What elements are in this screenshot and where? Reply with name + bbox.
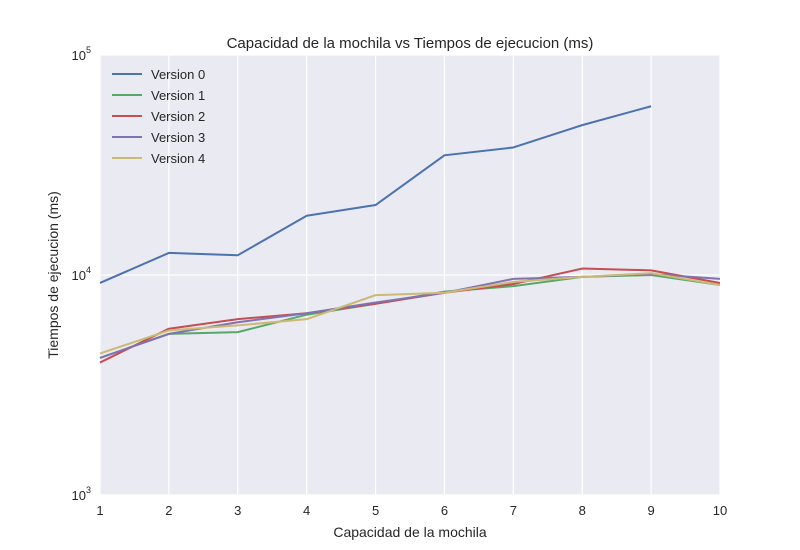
- x-tick-label: 10: [713, 503, 727, 518]
- x-tick-label: 8: [579, 503, 586, 518]
- series-lines: [99, 105, 721, 364]
- x-tick-label: 9: [647, 503, 654, 518]
- x-tick-labels: 1 2 3 4 5 6 7 8 9 10: [96, 503, 727, 518]
- grid: [99, 54, 721, 496]
- x-tick-label: 3: [234, 503, 241, 518]
- x-tick-label: 2: [165, 503, 172, 518]
- series-line-version-0: [99, 105, 652, 284]
- x-tick-label: 7: [510, 503, 517, 518]
- y-tick-label: 104: [72, 265, 91, 283]
- legend-label: Version 3: [151, 130, 205, 145]
- x-tick-label: 6: [441, 503, 448, 518]
- x-tick-label: 1: [96, 503, 103, 518]
- legend-label: Version 2: [151, 109, 205, 124]
- legend-label: Version 0: [151, 67, 205, 82]
- legend: Version 0 Version 1 Version 2 Version 3 Vers…: [112, 67, 205, 166]
- x-tick-label: 4: [303, 503, 310, 518]
- series-line-version-4: [99, 272, 721, 355]
- y-tick-label: 105: [72, 45, 91, 63]
- chart-title: Capacidad de la mochila vs Tiempos de ej…: [227, 35, 594, 52]
- legend-label: Version 1: [151, 88, 205, 103]
- y-tick-labels: 103 104 105: [72, 45, 91, 503]
- x-axis-label: Capacidad de la mochila: [333, 524, 487, 540]
- x-tick-label: 5: [372, 503, 379, 518]
- legend-label: Version 4: [151, 151, 205, 166]
- y-axis-label: Tiempos de ejecucion (ms): [45, 191, 61, 359]
- y-tick-label: 103: [72, 485, 91, 503]
